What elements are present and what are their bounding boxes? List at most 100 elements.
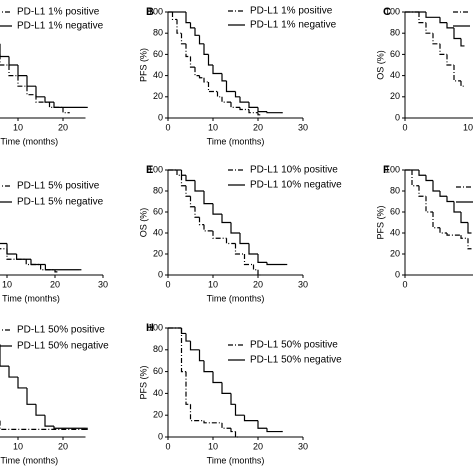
survival-step — [439, 191, 447, 197]
survival-step — [257, 269, 261, 276]
survival-step — [221, 382, 231, 394]
survival-step — [40, 264, 55, 271]
y-tick-label: 20 — [153, 91, 163, 101]
x-axis-label: Time (months) — [207, 136, 265, 146]
x-tick-label: 30 — [98, 279, 108, 289]
survival-step — [203, 77, 209, 83]
survival-step — [26, 387, 36, 405]
y-tick-label: 0 — [395, 112, 400, 122]
y-axis-label: OS (%) — [375, 50, 385, 80]
survival-step — [44, 96, 54, 103]
survival-step — [35, 404, 45, 416]
legend-label: PD-L1 5% positive — [17, 181, 100, 192]
x-axis-label: Time (months) — [2, 293, 60, 303]
survival-step — [234, 431, 238, 438]
survival-step — [212, 203, 222, 215]
survival-step — [185, 12, 191, 24]
x-tick-label: 0 — [402, 122, 407, 132]
survival-step — [185, 333, 191, 342]
survival-step — [198, 75, 204, 79]
x-tick-label: 10 — [208, 279, 218, 289]
y-axis-label: PFS (%) — [138, 365, 148, 399]
x-tick-label: 10 — [463, 122, 473, 132]
survival-step — [8, 65, 18, 77]
survival-step — [30, 259, 46, 266]
survival-step — [230, 102, 240, 108]
survival-step — [216, 91, 222, 98]
legend-label: PD-L1 50% negative — [17, 341, 109, 352]
legend-label: PD-L1 50% negative — [250, 355, 342, 366]
y-tick-label: 80 — [390, 28, 400, 38]
panel-label: E — [146, 164, 153, 176]
survival-step — [203, 191, 213, 205]
legend-label: PD-L1 1% positive — [250, 6, 333, 17]
y-tick-label: 60 — [390, 49, 400, 59]
survival-step — [446, 233, 461, 236]
survival-step — [26, 75, 36, 87]
survival-step — [212, 65, 222, 75]
survival-step — [439, 17, 447, 24]
survival-step — [453, 27, 461, 40]
survival-step — [176, 170, 182, 176]
x-tick-label: 30 — [298, 441, 308, 451]
survival-step — [225, 80, 236, 93]
x-axis-label: Time (months) — [207, 293, 265, 303]
y-axis-label: PFS (%) — [375, 205, 385, 239]
survival-step — [257, 420, 267, 429]
survival-step — [189, 196, 195, 208]
survival-step — [189, 341, 200, 351]
legend-label: PD-L1 1% positive — [17, 7, 100, 18]
x-tick-label: 30 — [298, 122, 308, 132]
survival-step — [439, 43, 447, 55]
survival-step — [460, 38, 465, 47]
survival-step — [266, 262, 285, 266]
legend-label: PD-L1 5% negative — [17, 197, 104, 208]
y-tick-label: 60 — [153, 206, 163, 216]
survival-step — [35, 86, 45, 98]
survival-step — [230, 428, 236, 433]
x-tick-label: 10 — [208, 441, 218, 451]
survival-step — [460, 235, 468, 239]
survival-step — [248, 109, 258, 114]
y-tick-label: 60 — [390, 206, 400, 216]
survival-step — [221, 73, 227, 82]
survival-step — [8, 366, 18, 378]
survival-step — [225, 238, 236, 245]
survival-step — [0, 248, 7, 250]
y-tick-label: 60 — [153, 366, 163, 376]
survival-step — [6, 243, 17, 255]
survival-step — [446, 22, 454, 29]
survival-step — [248, 102, 258, 108]
survival-step — [26, 86, 36, 96]
survival-step — [418, 12, 426, 24]
x-tick-label: 20 — [58, 122, 68, 132]
y-tick-label: 100 — [148, 164, 163, 174]
y-tick-label: 0 — [158, 112, 163, 122]
survival-step — [266, 428, 281, 433]
y-axis-label: PFS (%) — [138, 48, 148, 82]
survival-step — [0, 344, 9, 367]
survival-step — [418, 170, 426, 176]
survival-step — [207, 54, 213, 66]
survival-step — [54, 269, 58, 273]
survival-step — [467, 222, 472, 234]
legend-label: PD-L1 50% positive — [17, 325, 105, 336]
survival-step — [185, 175, 195, 182]
survival-step — [194, 206, 200, 218]
survival-step — [194, 180, 204, 192]
survival-step — [198, 35, 204, 45]
survival-step — [425, 22, 433, 34]
y-tick-label: 20 — [390, 248, 400, 258]
x-axis-label: Time (months) — [207, 455, 265, 465]
x-tick-label: 10 — [13, 441, 23, 451]
x-tick-label: 30 — [298, 279, 308, 289]
x-tick-label: 20 — [50, 279, 60, 289]
survival-step — [439, 227, 447, 234]
y-tick-label: 40 — [153, 70, 163, 80]
x-tick-label: 20 — [58, 441, 68, 451]
x-tick-label: 10 — [208, 122, 218, 132]
survival-step — [453, 65, 461, 82]
survival-step — [239, 107, 249, 111]
y-tick-label: 0 — [395, 269, 400, 279]
